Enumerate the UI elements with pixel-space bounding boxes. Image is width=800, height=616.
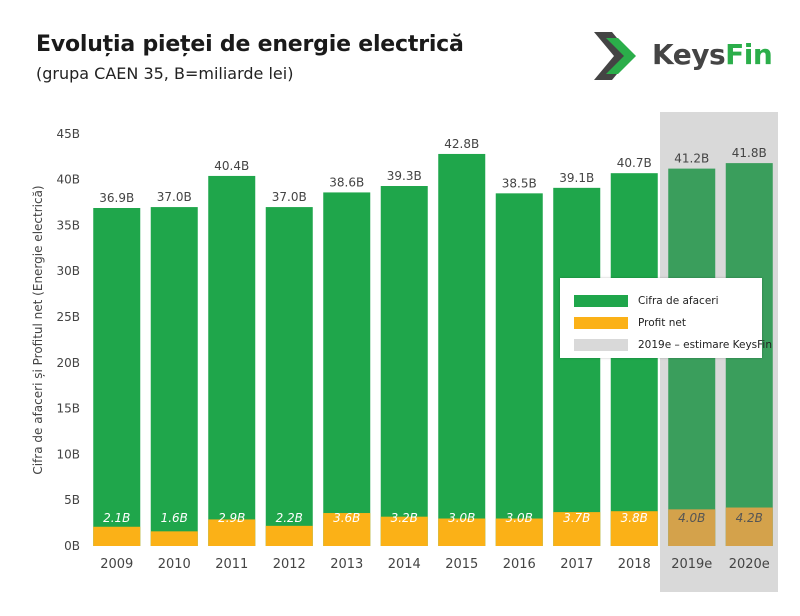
bar-profit bbox=[438, 518, 486, 546]
x-tick-label: 2020e bbox=[729, 557, 770, 572]
data-label-revenue: 42.8B bbox=[444, 137, 479, 151]
y-tick-label: 45B bbox=[56, 127, 80, 141]
bar-revenue bbox=[610, 173, 658, 547]
data-label-revenue: 38.5B bbox=[502, 176, 537, 190]
x-tick-label: 2012 bbox=[273, 557, 306, 572]
bar-profit bbox=[725, 507, 773, 546]
data-label-revenue: 37.0B bbox=[157, 190, 192, 204]
x-tick-label: 2016 bbox=[503, 557, 536, 572]
legend-label-estimate: 2019e – estimare KeysFin bbox=[638, 339, 772, 351]
bar-revenue bbox=[208, 175, 256, 546]
data-label-profit: 3.6B bbox=[333, 511, 360, 525]
data-label-profit: 3.8B bbox=[621, 511, 648, 525]
bar-profit bbox=[93, 526, 141, 546]
data-label-revenue: 37.0B bbox=[272, 190, 307, 204]
x-tick-label: 2010 bbox=[158, 557, 191, 572]
logo-wordmark: KeysFin bbox=[652, 38, 773, 71]
data-label-revenue: 38.6B bbox=[329, 175, 364, 189]
legend-item-revenue: Cifra de afaceri bbox=[574, 294, 719, 308]
data-label-profit: 4.0B bbox=[678, 511, 705, 525]
bar-revenue bbox=[553, 187, 601, 546]
data-label-revenue: 40.4B bbox=[214, 159, 249, 173]
data-label-profit: 3.7B bbox=[563, 511, 590, 525]
keysfin-logo: KeysFin bbox=[592, 30, 782, 85]
y-tick-label: 40B bbox=[56, 173, 80, 187]
bar-profit bbox=[150, 531, 198, 546]
x-tick-label: 2018 bbox=[618, 557, 651, 572]
data-label-revenue: 41.8B bbox=[732, 146, 767, 160]
legend-swatch-profit bbox=[574, 317, 628, 329]
logo-wordmark-suffix: Fin bbox=[725, 38, 773, 71]
bar-profit bbox=[208, 519, 256, 546]
bar-profit bbox=[495, 518, 543, 546]
data-label-revenue: 39.3B bbox=[387, 169, 422, 183]
legend-label-profit: Profit net bbox=[638, 317, 686, 329]
data-label-profit: 4.2B bbox=[736, 511, 763, 525]
bar-profit bbox=[265, 525, 313, 546]
bar-revenue bbox=[438, 153, 486, 546]
bar-revenue bbox=[265, 207, 313, 546]
bar-profit bbox=[553, 512, 601, 546]
y-tick-label: 30B bbox=[56, 264, 80, 278]
y-tick-label: 5B bbox=[64, 493, 80, 507]
legend-label-revenue: Cifra de afaceri bbox=[638, 295, 719, 307]
data-label-profit: 3.0B bbox=[448, 511, 475, 525]
y-tick-label: 25B bbox=[56, 310, 80, 324]
bar-revenue bbox=[93, 207, 141, 546]
data-label-profit: 2.2B bbox=[276, 511, 303, 525]
y-axis-title: Cifra de afaceri și Profitul net (Energi… bbox=[31, 185, 45, 474]
y-tick-label: 0B bbox=[64, 539, 80, 553]
data-label-profit: 2.1B bbox=[103, 511, 130, 525]
data-label-revenue: 41.2B bbox=[674, 152, 709, 166]
legend-item-profit: Profit net bbox=[574, 316, 686, 330]
data-label-revenue: 36.9B bbox=[99, 191, 134, 205]
x-tick-label: 2013 bbox=[330, 557, 363, 572]
bar-profit bbox=[668, 509, 716, 546]
y-tick-label: 35B bbox=[56, 218, 80, 232]
x-tick-label: 2019e bbox=[671, 557, 712, 572]
bar-revenue bbox=[150, 207, 198, 546]
data-label-profit: 2.9B bbox=[218, 511, 245, 525]
data-label-profit: 3.2B bbox=[391, 511, 418, 525]
y-tick-label: 20B bbox=[56, 356, 80, 370]
data-label-revenue: 39.1B bbox=[559, 171, 594, 185]
x-tick-label: 2017 bbox=[560, 557, 593, 572]
chart-legend: Cifra de afaceri Profit net 2019e – esti… bbox=[560, 278, 772, 358]
legend-swatch-revenue bbox=[574, 295, 628, 307]
bar-revenue bbox=[495, 193, 543, 546]
x-tick-label: 2009 bbox=[100, 557, 133, 572]
bar-profit bbox=[610, 511, 658, 546]
x-tick-label: 2015 bbox=[445, 557, 478, 572]
y-tick-label: 10B bbox=[56, 447, 80, 461]
data-label-profit: 1.6B bbox=[161, 511, 188, 525]
bar-revenue bbox=[380, 186, 428, 546]
chart-title: Evoluția pieței de energie electrică bbox=[36, 32, 464, 57]
data-label-profit: 3.0B bbox=[506, 511, 533, 525]
x-tick-label: 2011 bbox=[215, 557, 248, 572]
legend-swatch-estimate bbox=[574, 339, 628, 351]
bar-revenue bbox=[323, 192, 371, 546]
y-tick-label: 15B bbox=[56, 402, 80, 416]
data-label-revenue: 40.7B bbox=[617, 156, 652, 170]
bar-profit bbox=[323, 513, 371, 546]
legend-item-estimate: 2019e – estimare KeysFin bbox=[574, 338, 772, 352]
x-tick-label: 2014 bbox=[388, 557, 421, 572]
chevron-arrows-icon bbox=[594, 32, 636, 80]
chart-subtitle: (grupa CAEN 35, B=miliarde lei) bbox=[36, 64, 294, 83]
logo-wordmark-prefix: Keys bbox=[652, 38, 726, 71]
bar-profit bbox=[380, 516, 428, 546]
